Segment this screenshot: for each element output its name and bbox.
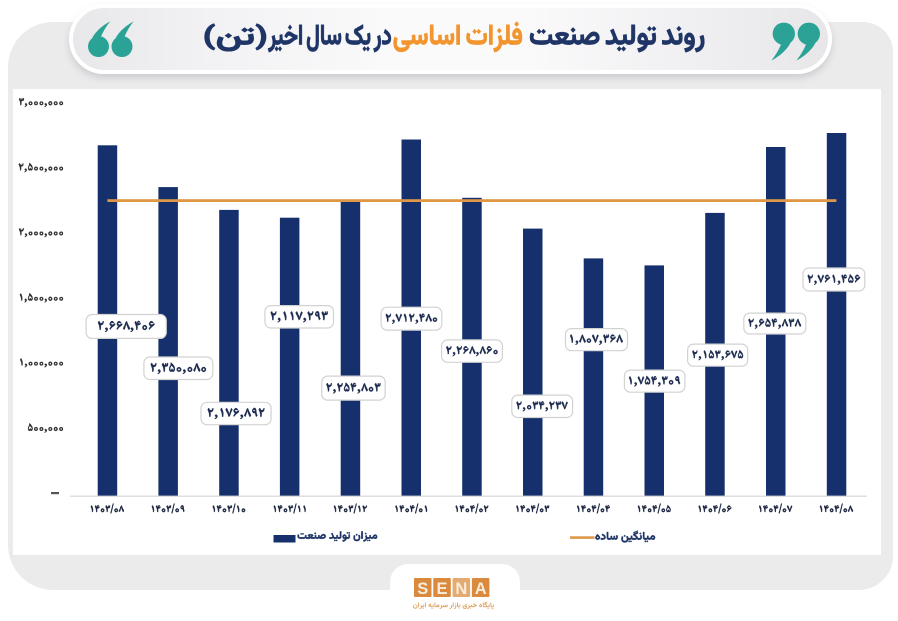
svg-text:N: N (455, 580, 467, 598)
svg-text:A: A (475, 580, 487, 598)
svg-text:S: S (417, 580, 428, 598)
svg-text:E: E (437, 580, 448, 598)
